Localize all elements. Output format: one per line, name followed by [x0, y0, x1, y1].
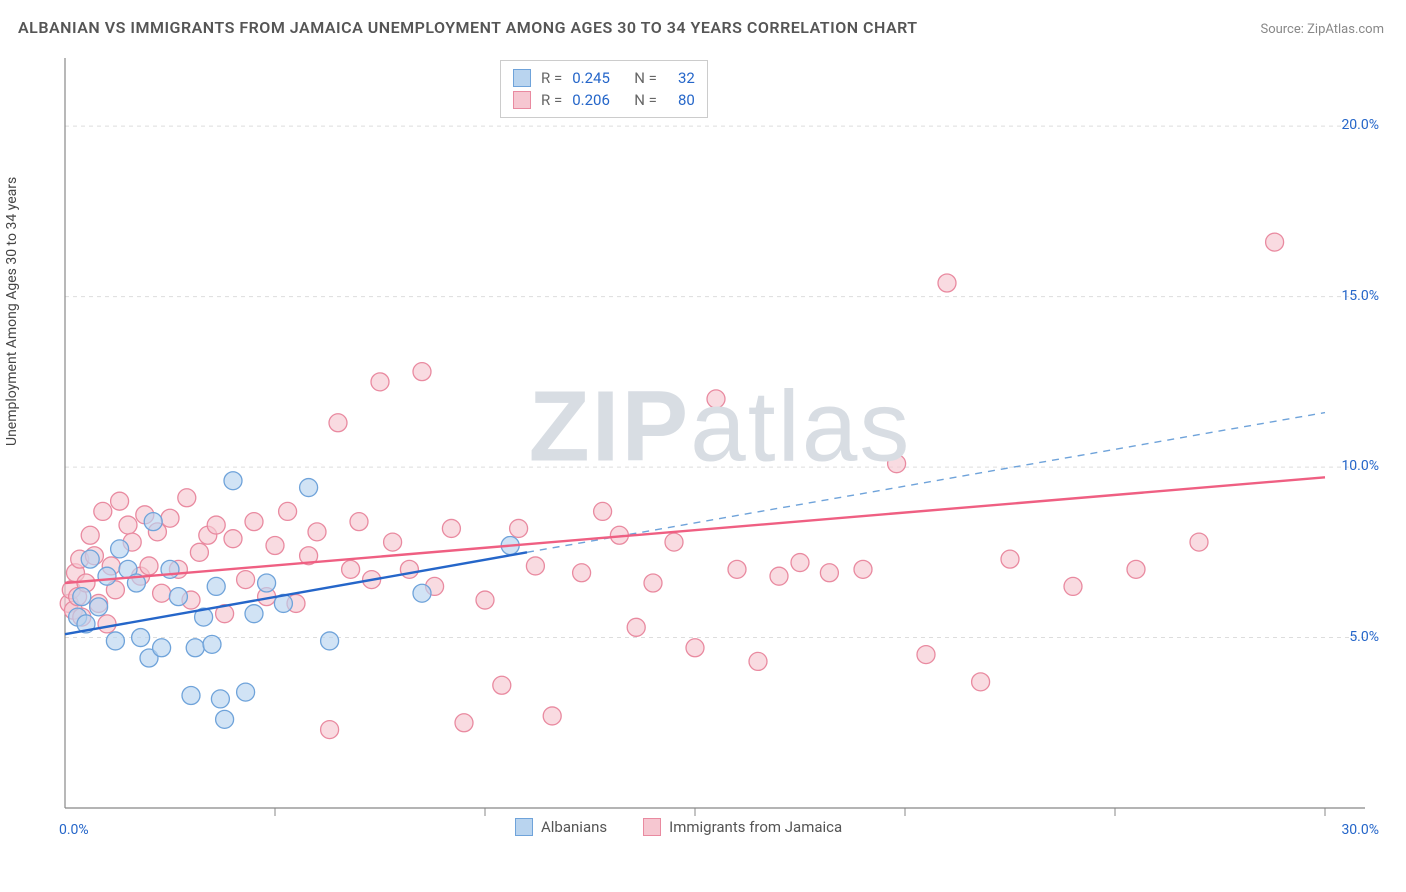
- x-max-label: 30.0%: [1341, 822, 1379, 838]
- series-legend: Albanians Immigrants from Jamaica: [515, 818, 842, 836]
- r-value: 0.206: [572, 91, 618, 109]
- source-link[interactable]: ZipAtlas.com: [1307, 22, 1384, 37]
- y-tick-label: 5.0%: [1349, 629, 1379, 645]
- r-label: R =: [541, 69, 562, 87]
- n-value: 32: [667, 69, 695, 87]
- source-attribution: Source: ZipAtlas.com: [1260, 22, 1384, 37]
- n-label: N =: [634, 69, 657, 87]
- x-origin-label: 0.0%: [59, 822, 89, 838]
- n-label: N =: [634, 91, 657, 109]
- source-label: Source:: [1260, 22, 1307, 37]
- legend-swatch-icon: [513, 91, 531, 109]
- series-label: Immigrants from Jamaica: [669, 818, 842, 836]
- scatter-plot: ZIPatlas R =0.245N =32R =0.206N =80 Alba…: [55, 48, 1385, 838]
- chart-svg: [55, 48, 1385, 838]
- series-legend-item: Albanians: [515, 818, 607, 836]
- legend-swatch-icon: [513, 69, 531, 87]
- series-label: Albanians: [541, 818, 607, 836]
- r-value: 0.245: [572, 69, 618, 87]
- n-value: 80: [667, 91, 695, 109]
- r-label: R =: [541, 91, 562, 109]
- legend-swatch-icon: [515, 818, 533, 836]
- y-axis-label: Unemployment Among Ages 30 to 34 years: [4, 177, 20, 446]
- legend-r-row: R = 0.245 N = 32: [513, 67, 695, 89]
- y-tick-label: 15.0%: [1341, 288, 1379, 304]
- legend-r-row: R = 0.206 N = 80: [513, 89, 695, 111]
- y-tick-label: 20.0%: [1341, 117, 1379, 133]
- y-tick-label: 10.0%: [1341, 458, 1379, 474]
- legend-swatch-icon: [643, 818, 661, 836]
- series-legend-item: Immigrants from Jamaica: [643, 818, 842, 836]
- chart-title: ALBANIAN VS IMMIGRANTS FROM JAMAICA UNEM…: [18, 18, 918, 37]
- correlation-legend: R = 0.245 N = 32 R = 0.206 N = 80: [500, 60, 708, 118]
